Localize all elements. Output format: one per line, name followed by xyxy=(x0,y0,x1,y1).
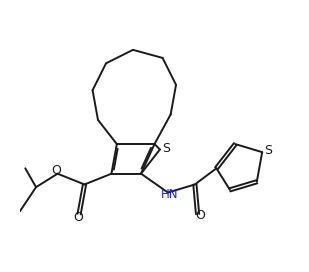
Text: O: O xyxy=(195,209,205,222)
Text: HN: HN xyxy=(161,188,179,201)
Text: S: S xyxy=(264,144,272,157)
Text: O: O xyxy=(73,211,83,224)
Text: O: O xyxy=(51,165,61,178)
Text: S: S xyxy=(162,142,170,154)
